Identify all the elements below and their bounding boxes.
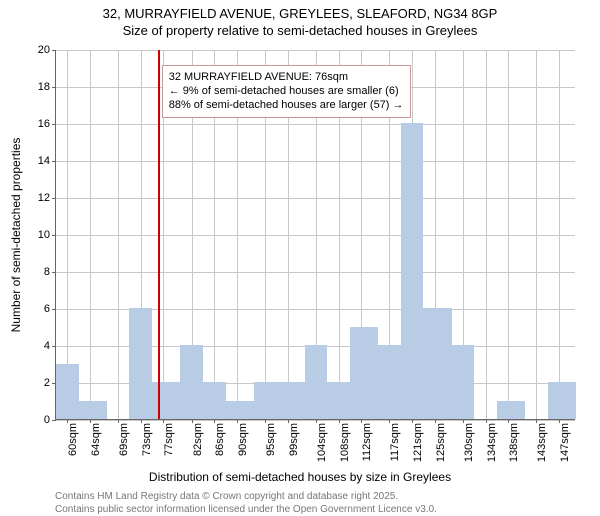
xtick-label: 99sqm (288, 423, 300, 456)
ytick-label: 18 (38, 81, 50, 93)
annotation-line: 32 MURRAYFIELD AVENUE: 76sqm (169, 70, 404, 84)
gridline-v (508, 50, 509, 419)
histogram-bar (180, 345, 203, 419)
ytick-label: 4 (44, 340, 50, 352)
xtick-label: 130sqm (463, 423, 475, 462)
histogram-bar (129, 308, 152, 419)
title-line-2: Size of property relative to semi-detach… (0, 23, 600, 40)
histogram-bar (548, 382, 576, 419)
footer-line-2: Contains public sector information licen… (55, 503, 437, 516)
y-axis-label: Number of semi-detached properties (9, 137, 23, 332)
xtick-label: 121sqm (412, 423, 424, 462)
xtick-label: 112sqm (361, 423, 373, 461)
footer-attribution: Contains HM Land Registry data © Crown c… (55, 490, 437, 516)
ytick-label: 2 (44, 377, 50, 389)
histogram-bar (152, 382, 180, 419)
xtick-label: 73sqm (141, 423, 153, 456)
gridline-v (118, 50, 119, 419)
histogram-bar (327, 382, 350, 419)
histogram-bar (276, 382, 304, 419)
histogram-bar (79, 401, 107, 420)
xtick-label: 147sqm (559, 423, 571, 462)
gridline-v (559, 50, 560, 419)
ytick-mark (52, 50, 56, 51)
gridline-v (486, 50, 487, 419)
histogram-bar (350, 327, 378, 420)
footer-line-1: Contains HM Land Registry data © Crown c… (55, 490, 437, 503)
histogram-bar (423, 308, 451, 419)
ytick-mark (52, 235, 56, 236)
ytick-label: 8 (44, 266, 50, 278)
histogram-bar (254, 382, 277, 419)
annotation-line: 88% of semi-detached houses are larger (… (169, 98, 404, 112)
histogram-bar (401, 123, 424, 419)
xtick-label: 60sqm (67, 423, 79, 456)
xtick-label: 82sqm (192, 423, 204, 456)
xtick-label: 108sqm (339, 423, 351, 462)
histogram-bar (305, 345, 328, 419)
xtick-label: 104sqm (316, 423, 328, 462)
xtick-label: 77sqm (163, 423, 175, 456)
ytick-mark (52, 309, 56, 310)
histogram-bar (203, 382, 226, 419)
ytick-label: 16 (38, 118, 50, 130)
annotation-box: 32 MURRAYFIELD AVENUE: 76sqm← 9% of semi… (162, 65, 411, 118)
xtick-label: 95sqm (265, 423, 277, 456)
ytick-label: 14 (38, 155, 50, 167)
histogram-bar (378, 345, 401, 419)
histogram-bar (226, 401, 254, 420)
xtick-label: 117sqm (389, 423, 401, 461)
ytick-mark (52, 198, 56, 199)
xtick-label: 86sqm (214, 423, 226, 456)
ytick-mark (52, 161, 56, 162)
ytick-label: 20 (38, 44, 50, 56)
title-line-1: 32, MURRAYFIELD AVENUE, GREYLEES, SLEAFO… (0, 6, 600, 23)
histogram-bar (497, 401, 525, 420)
xtick-label: 143sqm (536, 423, 548, 462)
ytick-mark (52, 420, 56, 421)
ytick-mark (52, 87, 56, 88)
ytick-mark (52, 124, 56, 125)
xtick-label: 64sqm (90, 423, 102, 456)
chart-container: 32, MURRAYFIELD AVENUE, GREYLEES, SLEAFO… (0, 0, 600, 500)
histogram-bar (56, 364, 79, 420)
ytick-mark (52, 272, 56, 273)
xtick-label: 90sqm (237, 423, 249, 456)
xtick-label: 69sqm (118, 423, 130, 456)
ytick-label: 10 (38, 229, 50, 241)
title-block: 32, MURRAYFIELD AVENUE, GREYLEES, SLEAFO… (0, 0, 600, 40)
xtick-label: 138sqm (508, 423, 520, 462)
property-marker-line (158, 50, 160, 419)
xtick-label: 125sqm (435, 423, 447, 462)
ytick-label: 6 (44, 303, 50, 315)
x-axis-label: Distribution of semi-detached houses by … (149, 470, 451, 484)
gridline-v (90, 50, 91, 419)
plot-area: Number of semi-detached properties 02468… (55, 50, 575, 420)
gridline-v (536, 50, 537, 419)
ytick-label: 12 (38, 192, 50, 204)
ytick-label: 0 (44, 414, 50, 426)
xtick-label: 134sqm (486, 423, 498, 462)
ytick-mark (52, 346, 56, 347)
annotation-line: ← 9% of semi-detached houses are smaller… (169, 84, 404, 98)
histogram-bar (452, 345, 475, 419)
